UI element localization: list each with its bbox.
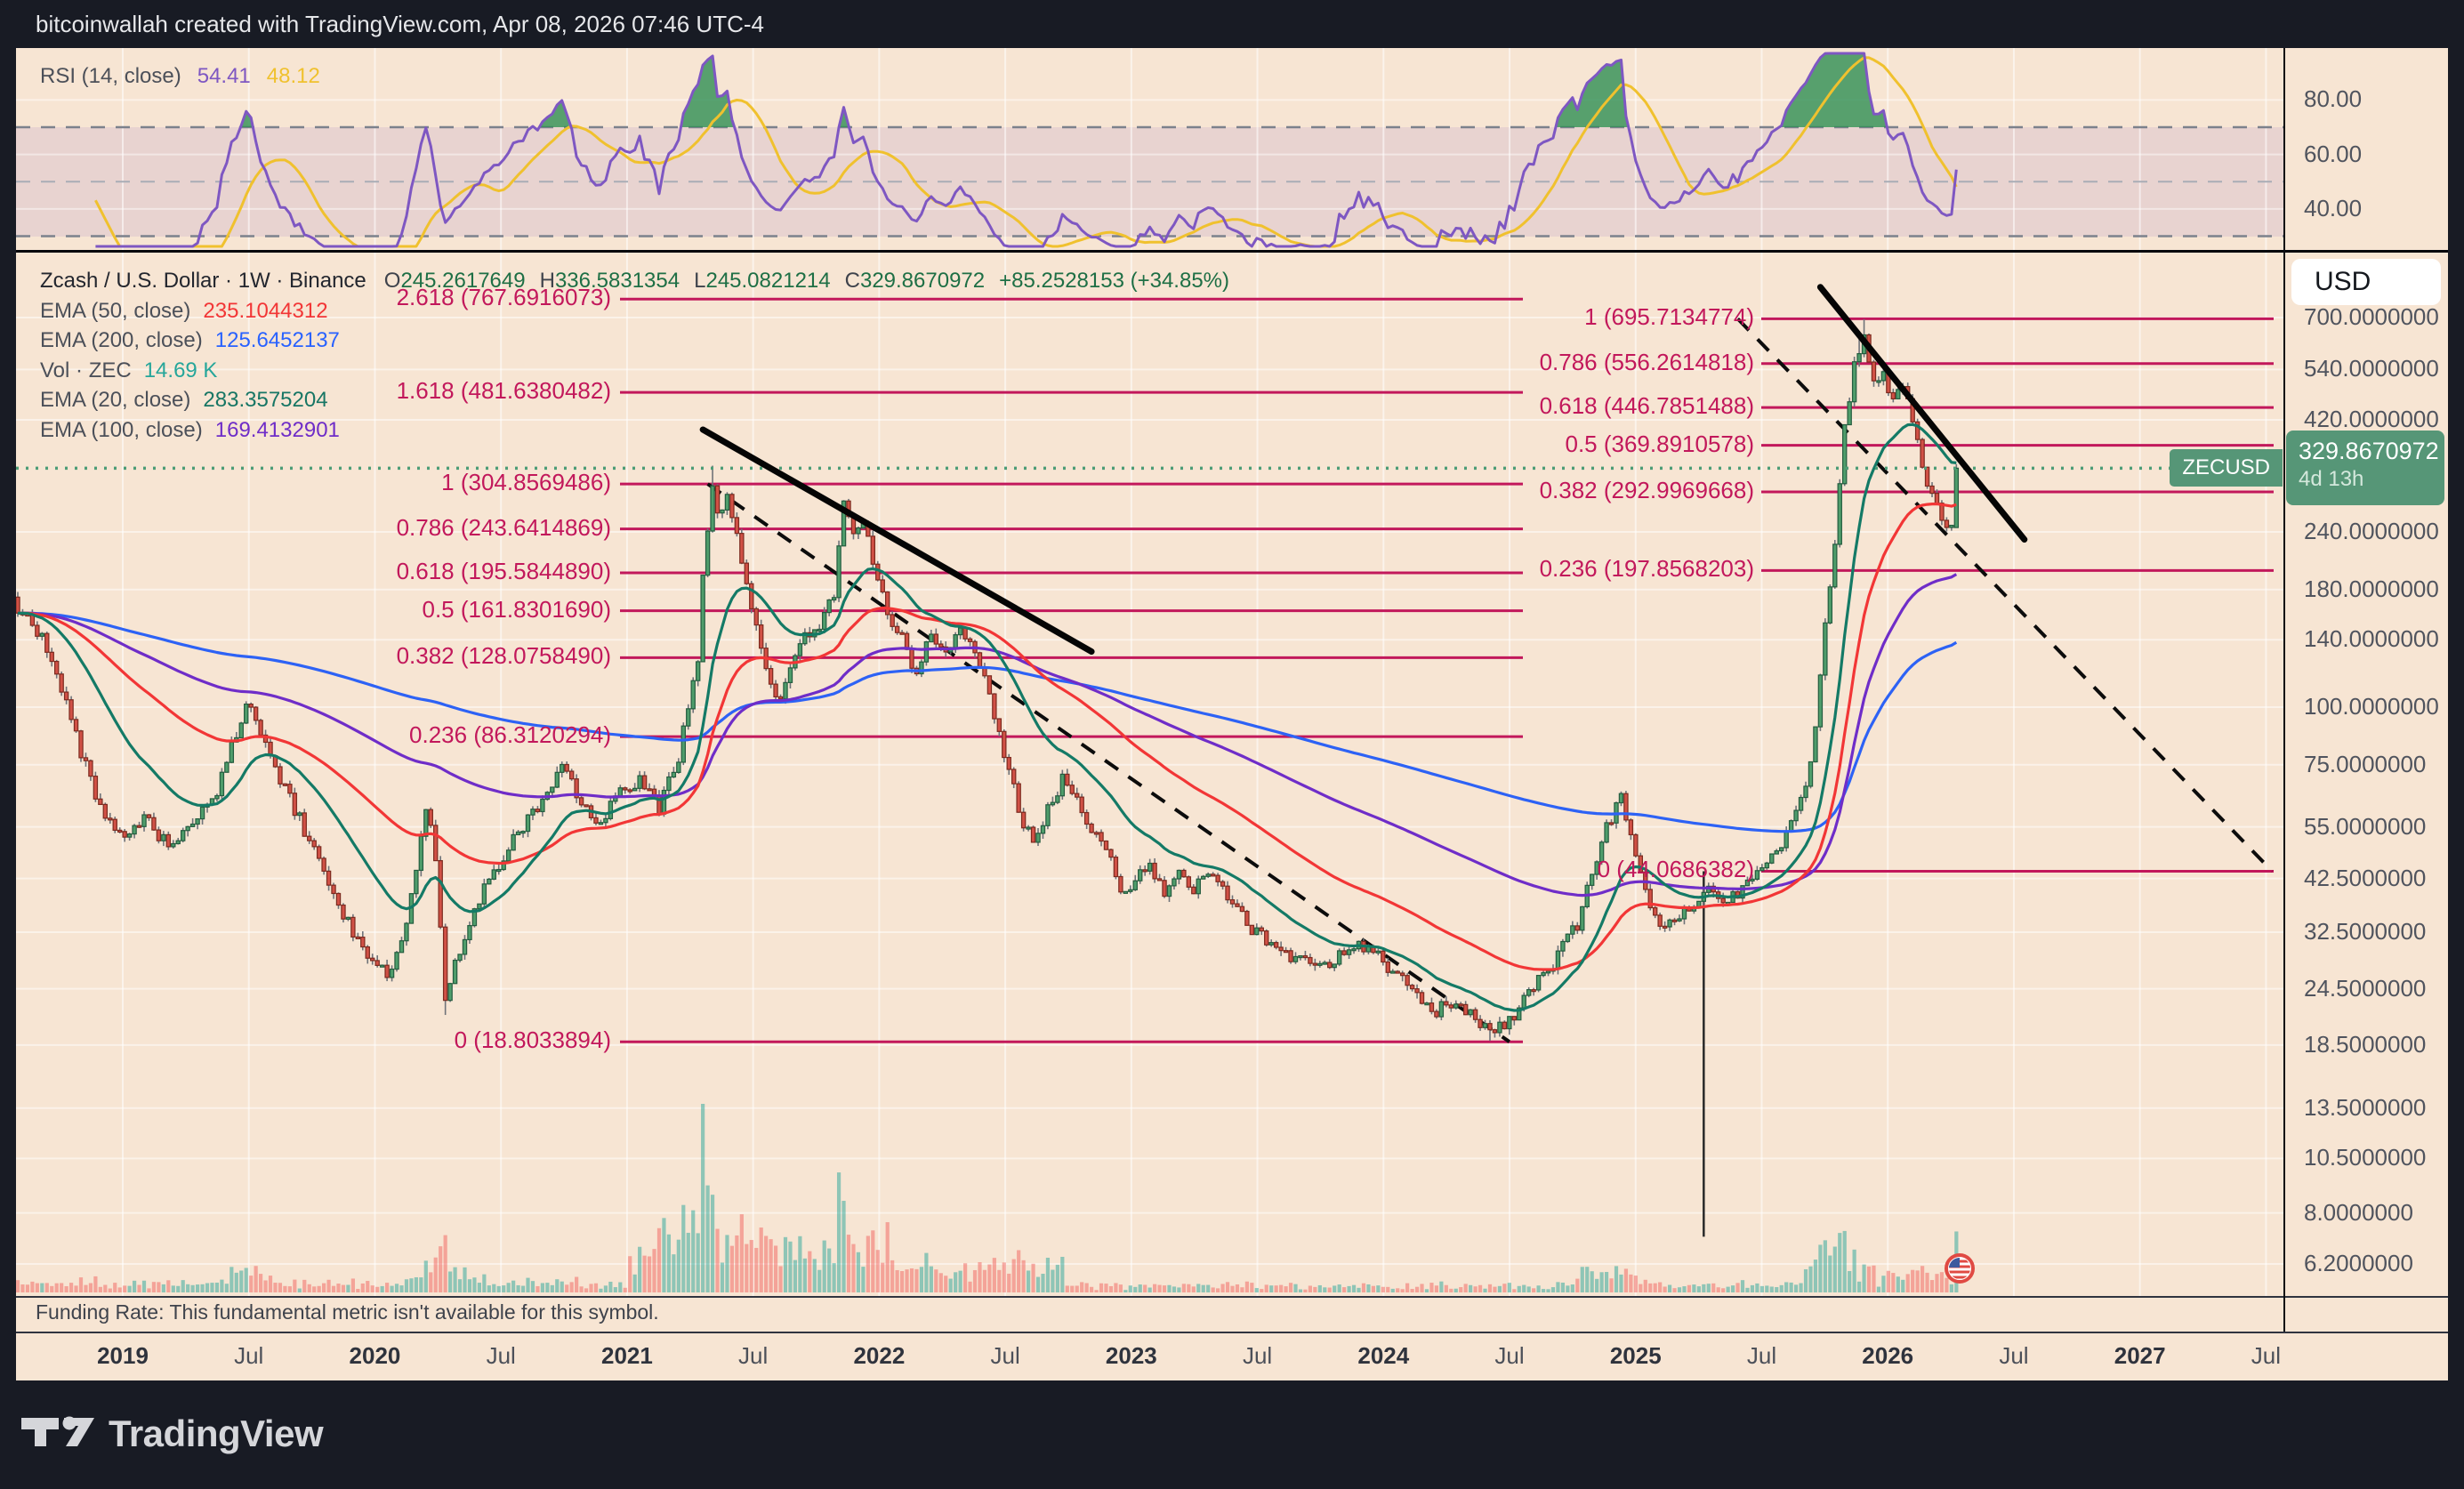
price-axis-border (2283, 48, 2285, 1332)
high-key: H (539, 269, 555, 293)
ohlc-close: C329.8670972 (845, 268, 986, 294)
current-price-badge: 329.8670972 4d 13h (2286, 431, 2444, 505)
tradingview-wordmark: TradingView (109, 1413, 324, 1454)
rsi-main-pane-divider[interactable] (16, 250, 2448, 253)
indicator-value: 125.6452137 (214, 328, 340, 352)
indicator-label: EMA (50, close) (40, 299, 191, 323)
indicator-row-ema20[interactable]: EMA (20, close) 283.3575204 (40, 387, 328, 414)
indicator-label: EMA (100, close) (40, 418, 203, 442)
main-funding-pane-divider[interactable] (16, 1296, 2448, 1298)
rsi-signal-value: 48.12 (266, 64, 320, 88)
gridlines (16, 48, 2283, 1296)
flag-marker-icon (1945, 1253, 1975, 1284)
funding-timeaxis-divider (16, 1332, 2448, 1333)
current-price: 329.8670972 (2299, 438, 2439, 464)
attribution-text: bitcoinwallah created with TradingView.c… (36, 10, 764, 37)
low-value: 245.0821214 (705, 269, 831, 293)
time-scale-axis[interactable] (16, 1333, 2283, 1380)
currency-toggle-button[interactable]: USD (2291, 259, 2441, 305)
rsi-pane-graphics (94, 52, 1958, 248)
indicator-value: 283.3575204 (203, 388, 328, 412)
rsi-legend[interactable]: RSI (14, close) 54.41 48.12 (40, 63, 320, 90)
indicator-value: 14.69 K (143, 358, 218, 382)
indicator-value: 169.4132901 (214, 418, 340, 442)
close-key: C (844, 269, 860, 293)
indicator-value: 235.1044312 (203, 299, 328, 323)
indicator-row-volume[interactable]: Vol · ZEC 14.69 K (40, 358, 217, 384)
funding-rate-note: Funding Rate: This fundamental metric is… (36, 1300, 659, 1324)
attribution-bar: bitcoinwallah created with TradingView.c… (0, 0, 2464, 48)
low-key: L (694, 269, 706, 293)
main-pane-graphics (16, 284, 2283, 1292)
indicator-row-ema200[interactable]: EMA (200, close) 125.6452137 (40, 327, 340, 354)
bar-countdown: 4d 13h (2299, 467, 2364, 491)
change-value: +85.2528153 (+34.85%) (999, 269, 1230, 293)
tradingview-logo[interactable]: TradingView (20, 1413, 324, 1455)
ohlc-high: H336.5831354 (540, 268, 680, 294)
open-key: O (383, 269, 401, 293)
indicator-label: Vol · ZEC (40, 358, 132, 382)
symbol-legend-row[interactable]: Zcash / U.S. Dollar · 1W · Binance O245.… (40, 268, 1229, 294)
rsi-indicator-label: RSI (14, close) (40, 64, 181, 88)
indicator-row-ema50[interactable]: EMA (50, close) 235.1044312 (40, 298, 328, 325)
tradingview-icon (21, 1416, 94, 1446)
symbol-price-tag: ZECUSD (2170, 449, 2283, 487)
open-value: 245.2617649 (400, 269, 526, 293)
indicator-label: EMA (200, close) (40, 328, 203, 352)
indicator-label: EMA (20, close) (40, 388, 191, 412)
price-scale-axis[interactable] (2285, 48, 2448, 1332)
symbol-title: Zcash / U.S. Dollar · 1W · Binance (40, 269, 366, 293)
close-value: 329.8670972 (859, 269, 986, 293)
high-value: 336.5831354 (554, 269, 680, 293)
ohlc-open: O245.2617649 (384, 268, 526, 294)
indicator-row-ema100[interactable]: EMA (100, close) 169.4132901 (40, 417, 340, 444)
ohlc-low: L245.0821214 (694, 268, 831, 294)
rsi-value: 54.41 (197, 64, 251, 88)
